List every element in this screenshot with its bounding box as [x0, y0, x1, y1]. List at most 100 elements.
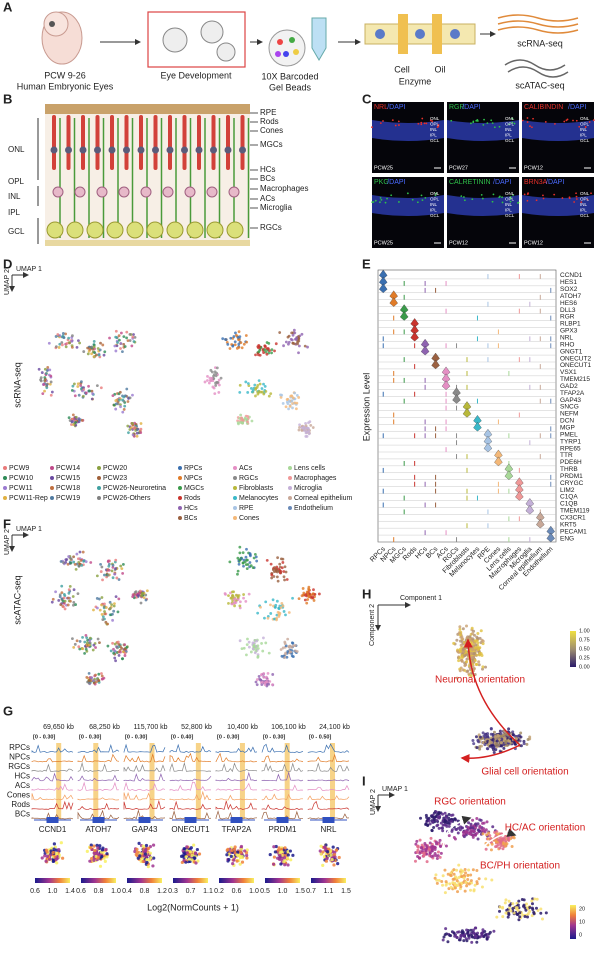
umap-point [250, 387, 253, 390]
umap-point [182, 859, 185, 862]
track [78, 763, 119, 771]
pseudotime-point [471, 819, 474, 822]
stain-title: /DAPI [462, 104, 480, 111]
rod [139, 115, 143, 170]
umap-point [87, 352, 90, 355]
pseudotime-point [481, 665, 484, 668]
label: [0 - 0.30] [33, 734, 55, 740]
pseudotime-point [439, 856, 442, 859]
pseudotime-point [491, 825, 494, 828]
umap-point [266, 353, 269, 356]
umap-point [237, 570, 240, 573]
umap-point [89, 561, 92, 564]
pseudotime-point [471, 739, 474, 742]
umap-point [323, 846, 326, 849]
label: UMAP 2 [4, 529, 11, 555]
pseudotime-point [523, 742, 526, 745]
stain-dot [590, 192, 592, 194]
pseudotime-point [444, 933, 447, 936]
umap-point [302, 426, 305, 429]
umap-point [80, 380, 83, 383]
pseudotime-point [490, 848, 493, 851]
violin [421, 346, 429, 355]
pseudotime-point [467, 821, 470, 824]
rgc [47, 222, 63, 238]
umap-point [230, 849, 233, 852]
umap-point [92, 644, 95, 647]
umap-point [329, 854, 332, 857]
umap-point [77, 382, 80, 385]
umap-point [117, 610, 120, 613]
umap-point [228, 560, 231, 563]
label: INL [8, 192, 21, 201]
pseudotime-point [427, 820, 430, 823]
pseudotime-point [472, 742, 475, 745]
stain-dot [417, 123, 419, 125]
umap-point [51, 601, 54, 604]
stain-dot [527, 117, 529, 119]
umap-point [278, 331, 281, 334]
pseudotime-point [466, 878, 469, 881]
pseudotime-point [465, 884, 468, 887]
umap-point [119, 651, 122, 654]
pseudotime-point [462, 627, 465, 630]
highlight [330, 743, 335, 819]
umap-point [85, 648, 88, 651]
pseudotime-point [430, 837, 433, 840]
umap-point [127, 400, 130, 403]
umap-point [238, 604, 241, 607]
pseudotime-point [465, 625, 468, 628]
track [308, 764, 349, 772]
umap-point [113, 605, 116, 608]
exon [185, 817, 197, 823]
pseudotime-point [448, 882, 451, 885]
label: IPL [505, 133, 512, 138]
umap-point [142, 592, 145, 595]
umap-point [277, 580, 280, 583]
colorbar-tick: 0 [579, 932, 582, 938]
legend-swatch [233, 506, 237, 510]
rgc [187, 222, 203, 238]
colorbar-tick: 0.7 [186, 888, 196, 895]
umap-point [86, 347, 89, 350]
umap-point [91, 392, 94, 395]
track [170, 754, 211, 762]
stain-dot [532, 118, 534, 120]
umap-point [242, 551, 245, 554]
umap-point [244, 416, 247, 419]
umap-point [74, 563, 77, 566]
pseudotime-point [484, 933, 487, 936]
umap-point [239, 851, 242, 854]
umap-point [320, 853, 323, 856]
colorbar-tick: 20 [579, 906, 585, 912]
umap-point [244, 600, 247, 603]
umap-point [270, 574, 273, 577]
umap-point [251, 420, 254, 423]
umap-point [74, 643, 77, 646]
legend-label: PCW10 [9, 475, 33, 482]
stain-dot [517, 202, 519, 204]
umap-point [125, 336, 128, 339]
rgc [107, 222, 123, 238]
umap-point [46, 383, 49, 386]
track [308, 796, 349, 800]
umap-point [295, 338, 298, 341]
pseudotime-point [459, 640, 462, 643]
pseudotime-point [493, 746, 496, 749]
label: INL [580, 127, 588, 132]
umap-point [85, 560, 88, 563]
pseudotime-point [437, 850, 440, 853]
label: PCW12 [524, 165, 543, 171]
umap-point [72, 555, 75, 558]
umap-point [81, 389, 84, 392]
nucleus [94, 147, 101, 154]
bc [75, 187, 85, 197]
label: ACs [15, 781, 30, 790]
umap-point [270, 352, 273, 355]
umap-point [213, 392, 216, 395]
stain-dot [576, 196, 578, 198]
umap-point [338, 856, 341, 859]
label: ONL [430, 116, 440, 121]
umap-point [243, 647, 246, 650]
umap-point [264, 346, 267, 349]
